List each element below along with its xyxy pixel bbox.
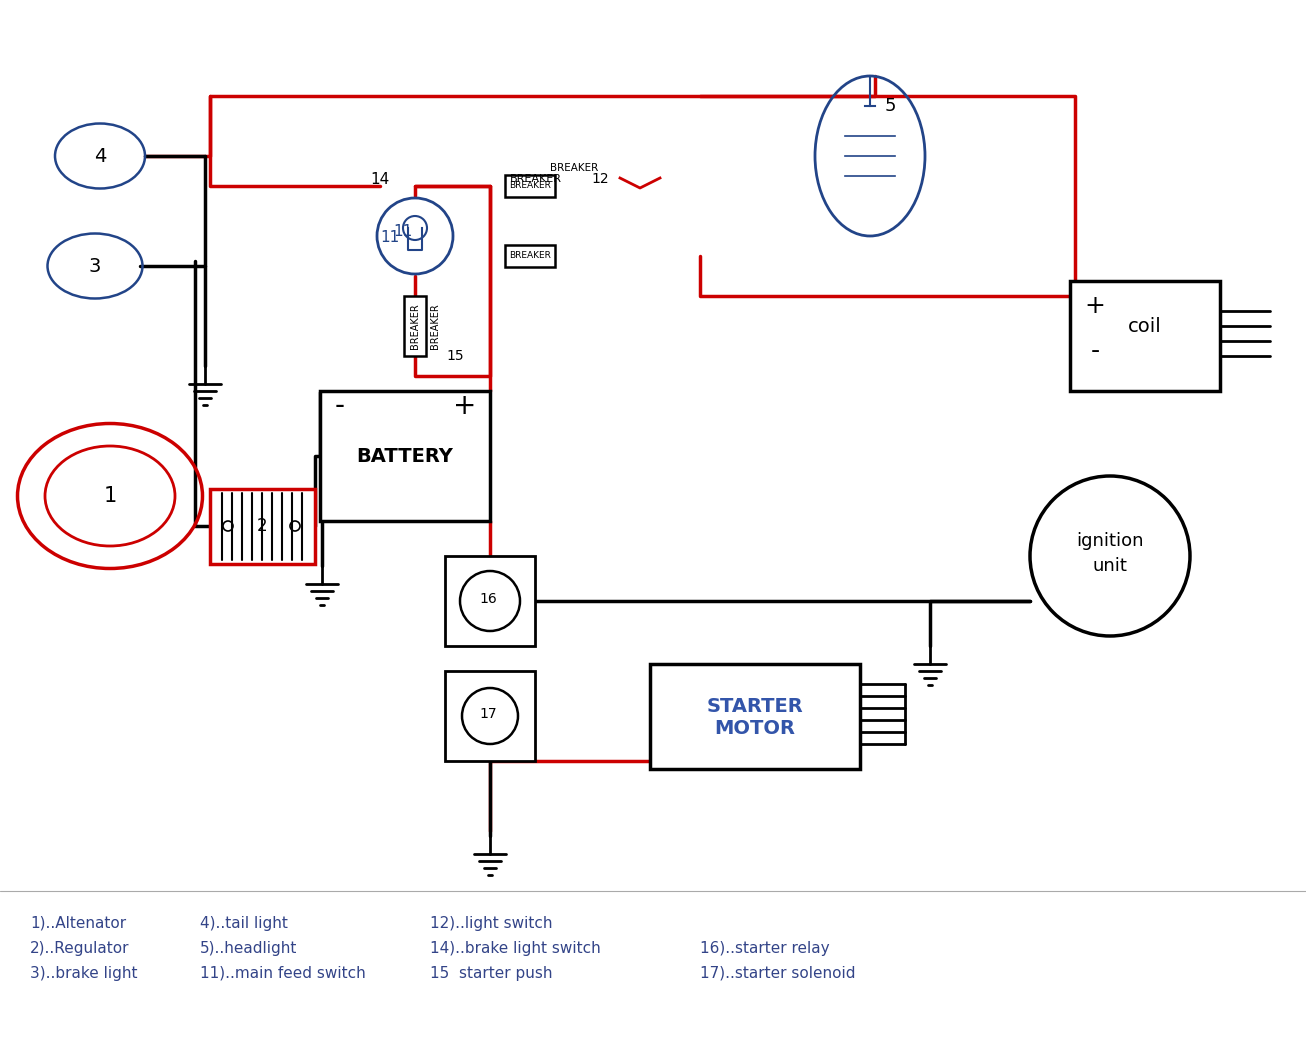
Text: 17)..starter solenoid: 17)..starter solenoid — [700, 966, 855, 981]
Bar — [650, 663, 859, 769]
Text: 2)..Regulator: 2)..Regulator — [30, 941, 129, 956]
Bar — [1070, 281, 1220, 391]
Text: ignition: ignition — [1076, 532, 1144, 550]
Text: 1: 1 — [103, 486, 116, 506]
Text: 14)..brake light switch: 14)..brake light switch — [430, 941, 601, 956]
Text: BREAKER: BREAKER — [509, 182, 551, 190]
Text: 5: 5 — [884, 97, 896, 115]
Text: BREAKER: BREAKER — [511, 174, 562, 184]
Text: 2: 2 — [257, 517, 268, 535]
Text: +: + — [1084, 294, 1105, 318]
Text: +: + — [453, 392, 477, 420]
Bar — [404, 296, 426, 356]
Text: 15: 15 — [447, 348, 464, 363]
Text: BREAKER: BREAKER — [430, 303, 440, 348]
Text: BREAKER: BREAKER — [410, 303, 421, 348]
Text: MOTOR: MOTOR — [714, 718, 795, 737]
Text: 4)..tail light: 4)..tail light — [200, 916, 287, 931]
Text: 16: 16 — [479, 592, 496, 606]
Bar — [505, 175, 555, 197]
Text: unit: unit — [1093, 557, 1127, 576]
Text: 1)..Altenator: 1)..Altenator — [30, 916, 127, 931]
Bar — [210, 489, 315, 564]
Text: 3)..brake light: 3)..brake light — [30, 966, 137, 981]
Bar — [320, 391, 490, 521]
Text: 11: 11 — [380, 230, 400, 245]
Text: 14: 14 — [371, 171, 389, 187]
Text: 3: 3 — [89, 257, 101, 276]
Text: 4: 4 — [94, 147, 106, 166]
Text: STARTER: STARTER — [707, 697, 803, 716]
Text: 12)..light switch: 12)..light switch — [430, 916, 552, 931]
Bar — [445, 671, 535, 761]
Text: -: - — [336, 392, 345, 420]
Text: coil: coil — [1128, 317, 1162, 336]
Bar — [505, 245, 555, 267]
Text: BATTERY: BATTERY — [357, 447, 453, 466]
Text: 11: 11 — [393, 224, 413, 239]
Text: 15  starter push: 15 starter push — [430, 966, 552, 981]
Text: BREAKER: BREAKER — [550, 163, 598, 173]
Text: -: - — [1091, 339, 1100, 363]
Text: 17: 17 — [479, 708, 496, 721]
Text: 5)..headlight: 5)..headlight — [200, 941, 298, 956]
Text: BREAKER: BREAKER — [509, 251, 551, 261]
Bar — [445, 557, 535, 646]
Text: 16)..starter relay: 16)..starter relay — [700, 941, 829, 956]
Text: 12: 12 — [592, 172, 609, 186]
Text: 11)..main feed switch: 11)..main feed switch — [200, 966, 366, 981]
